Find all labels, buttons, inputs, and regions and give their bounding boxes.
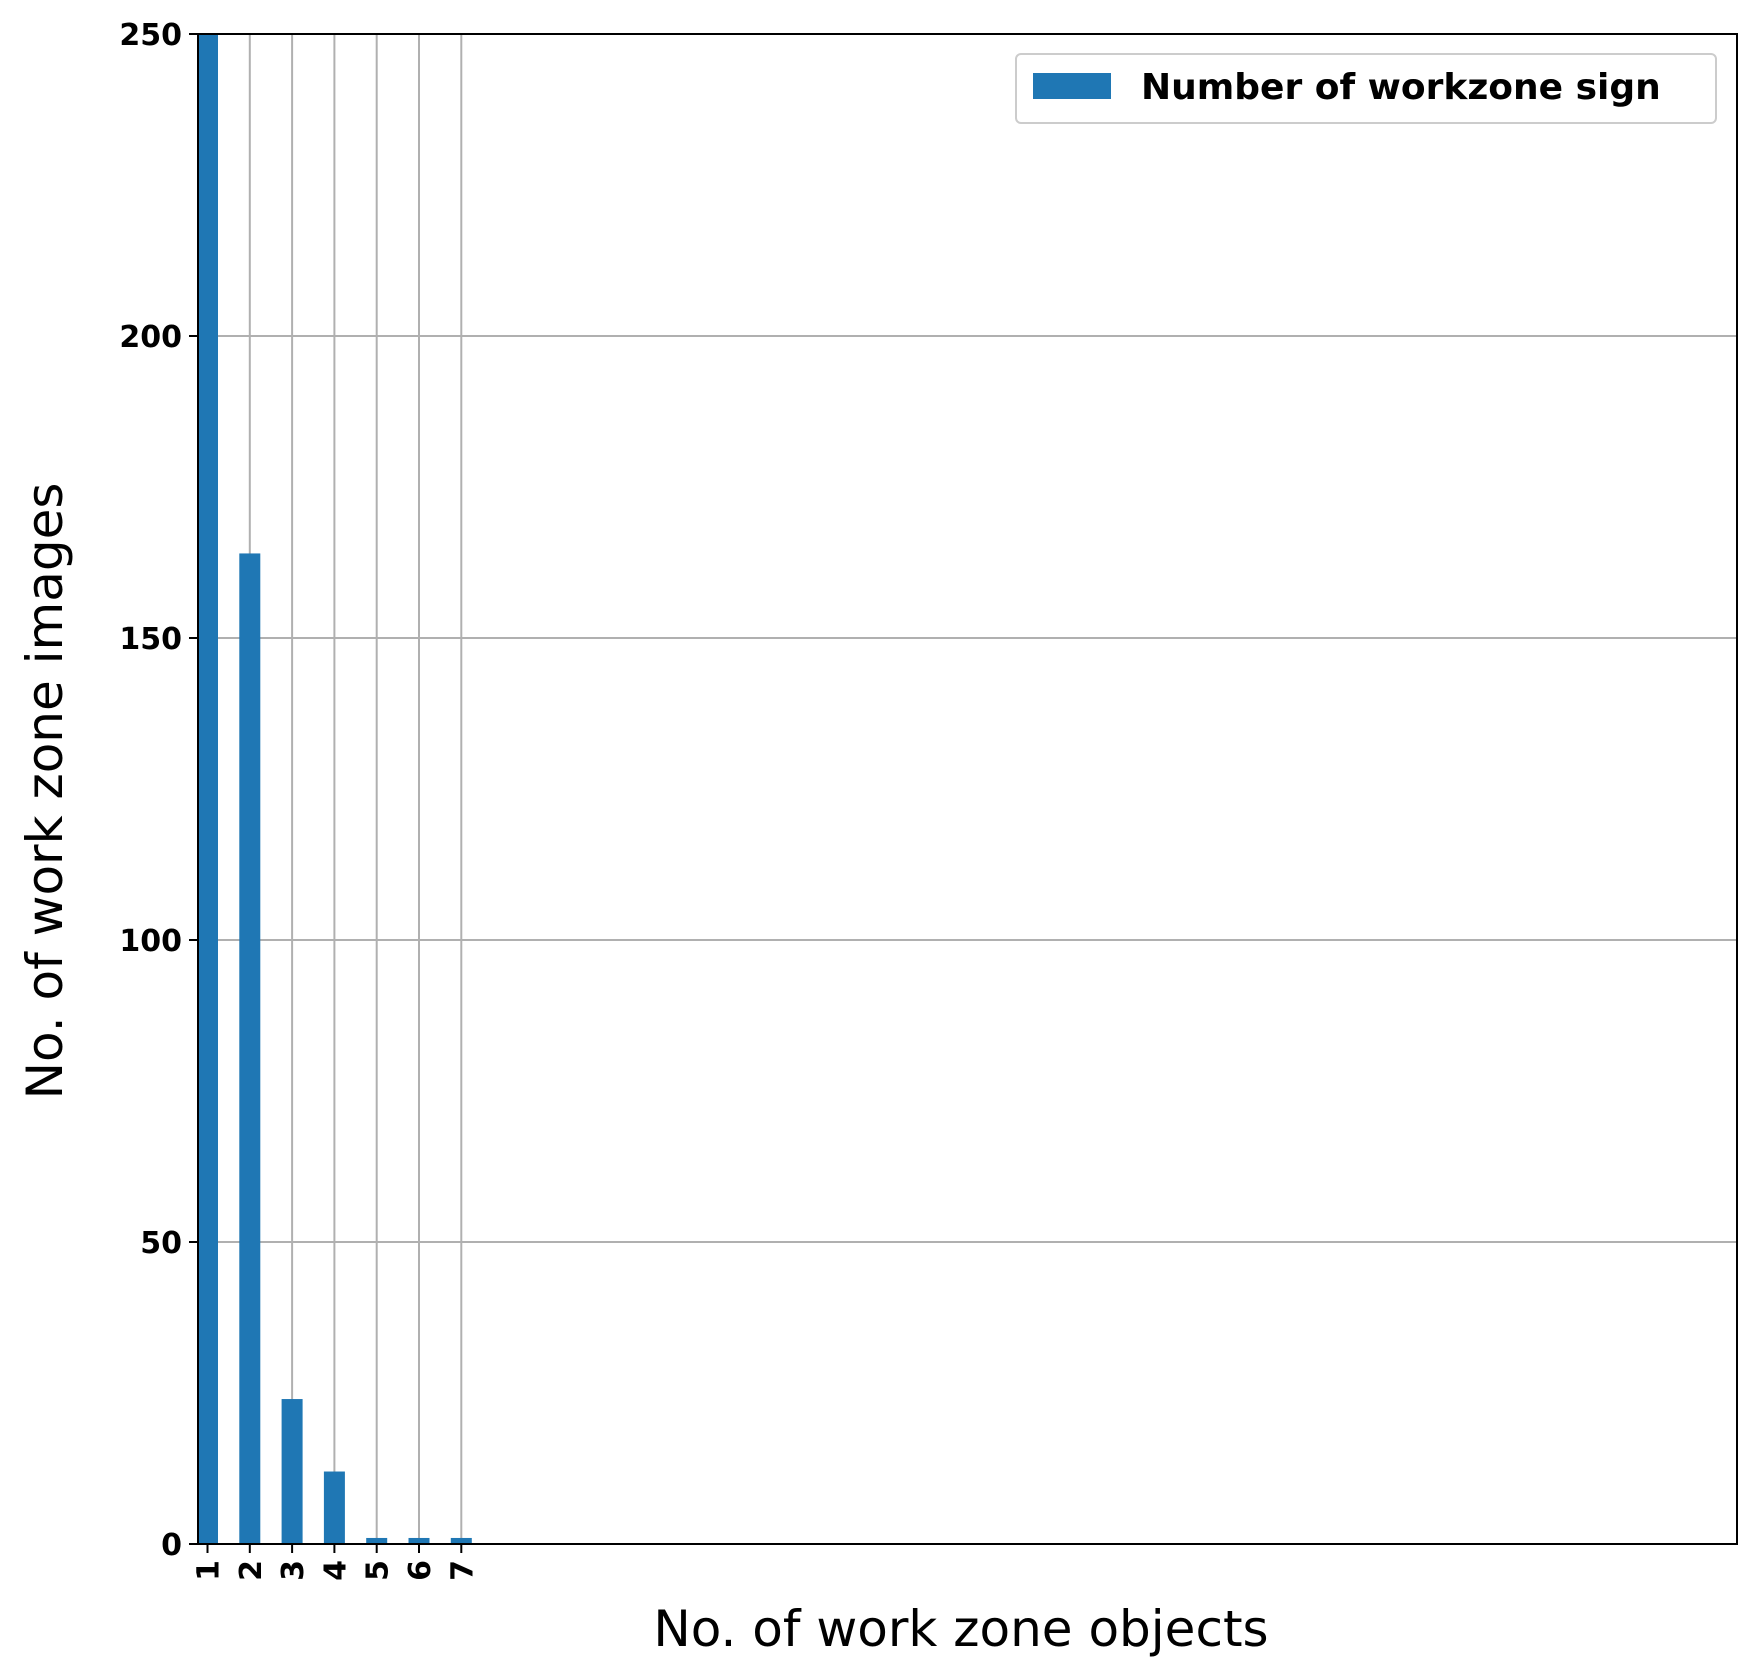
legend: Number of workzone sign — [1015, 53, 1717, 124]
x-tick-label: 1 — [192, 1560, 227, 1581]
bar-5 — [366, 1537, 388, 1544]
y-tick-label: 100 — [119, 924, 182, 959]
x-tick-label: 2 — [234, 1560, 269, 1581]
bar-6 — [408, 1537, 430, 1544]
bar-1 — [197, 34, 218, 1544]
x-tick-label: 5 — [361, 1560, 396, 1581]
y-tick-label: 250 — [119, 18, 182, 53]
legend-swatch — [1033, 73, 1111, 99]
y-tick-label: 150 — [119, 622, 182, 657]
bar-4 — [323, 1471, 345, 1544]
legend-label: Number of workzone sign — [1141, 67, 1661, 108]
x-tick-label: 4 — [318, 1560, 353, 1581]
x-tick-label: 3 — [276, 1560, 311, 1581]
y-tick-label: 200 — [119, 320, 182, 355]
x-tick-label: 7 — [445, 1560, 480, 1581]
bar-2 — [239, 553, 261, 1544]
bar-3 — [281, 1399, 303, 1544]
legend-box — [1015, 53, 1717, 124]
y-tick-label: 50 — [140, 1226, 182, 1261]
bars — [197, 34, 472, 1544]
y-axis-ticks: 0 50 100 150 200 250 — [119, 18, 198, 1563]
y-axis-title: No. of work zone images — [16, 483, 74, 1100]
x-axis-title: No. of work zone objects — [653, 1600, 1268, 1658]
plot-frame — [197, 33, 1738, 1545]
bar-7 — [450, 1537, 472, 1544]
y-tick-label: 0 — [161, 1528, 182, 1563]
x-tick-label: 6 — [403, 1560, 438, 1581]
